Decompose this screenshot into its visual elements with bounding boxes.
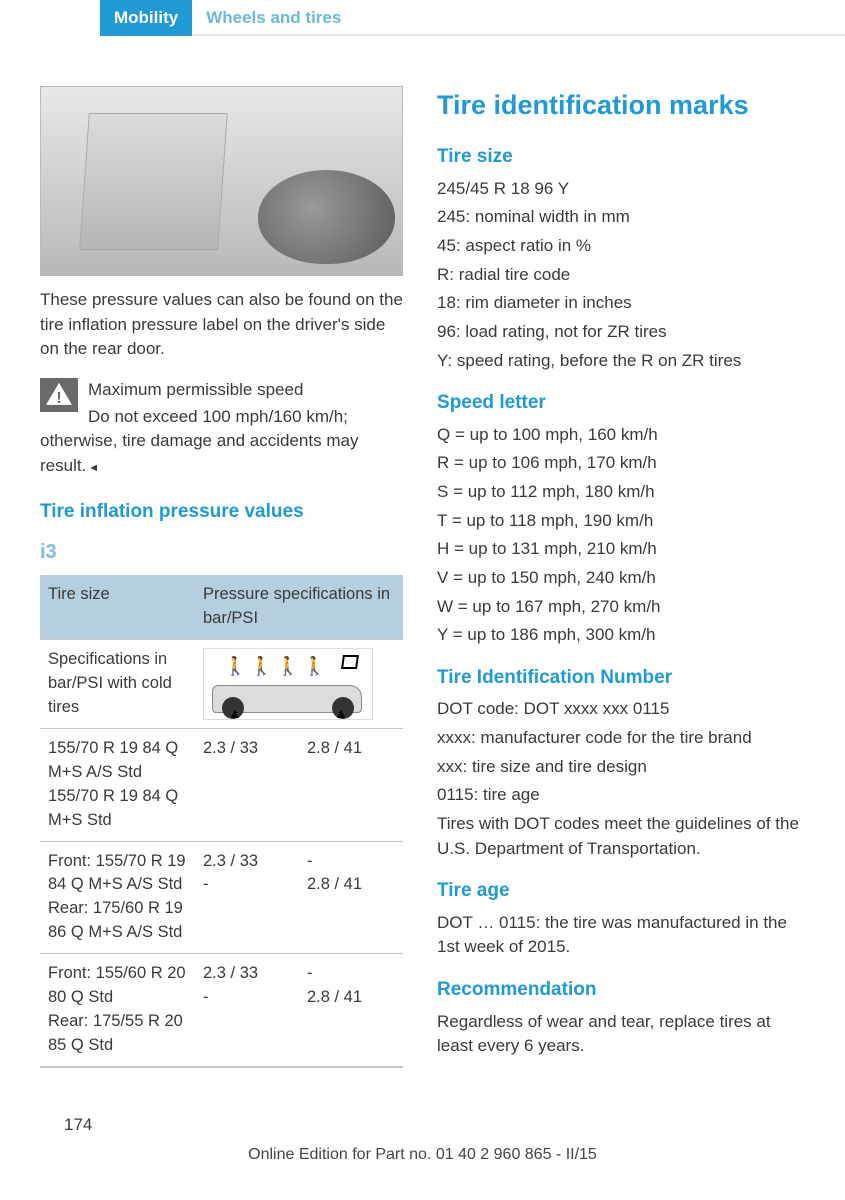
tire-size-cell: 155/70 R 19 84 Q M+S A/S Std 155/70 R 19… — [40, 728, 195, 841]
table-row: 155/70 R 19 84 Q M+S A/S Std 155/70 R 19… — [40, 728, 403, 841]
pressure-values-heading: Tire inflation pressure values — [40, 498, 403, 526]
left-column: These pressure values can also be found … — [40, 86, 403, 1068]
tire-size-heading: Tire size — [437, 143, 805, 171]
pressure-cell: 2.3 / 33 - — [195, 954, 299, 1067]
warning-title: Maximum permissible speed — [40, 378, 403, 403]
spec-label: Specifications in bar/PSI with cold tire… — [40, 639, 195, 728]
tire-size-cell: Front: 155/60 R 20 80 Q Std Rear: 175/55… — [40, 954, 195, 1067]
tire-age-heading: Tire age — [437, 877, 805, 905]
tin-heading: Tire Identification Number — [437, 664, 805, 692]
edition-footer: Online Edition for Part no. 01 40 2 960 … — [0, 1143, 845, 1166]
pressure-cell: 2.8 / 41 — [299, 728, 403, 841]
tire-id-heading: Tire identification marks — [437, 86, 805, 125]
page-header: Mobility Wheels and tires — [0, 0, 845, 36]
tin-block: DOT code: DOT xxxx xxx 0115 xxxx: manufa… — [437, 697, 805, 861]
pressure-table: Tire size Pressure specifications in bar… — [40, 575, 403, 1068]
table-row: Front: 155/60 R 20 80 Q Std Rear: 175/55… — [40, 954, 403, 1067]
model-label: i3 — [40, 538, 403, 567]
speed-letter-block: Q = up to 100 mph, 160 km/h R = up to 10… — [437, 423, 805, 648]
door-label-illustration — [40, 86, 403, 276]
col-header-pressure: Pressure specifications in bar/PSI — [195, 575, 403, 639]
header-secondary: Wheels and tires — [192, 0, 845, 36]
recommendation-heading: Recommendation — [437, 976, 805, 1004]
header-primary: Mobility — [100, 0, 192, 36]
tire-age-body: DOT … 0115: the tire was manufactured in… — [437, 911, 805, 960]
intro-paragraph: These pressure values can also be found … — [40, 288, 403, 362]
load-diagram-cell: 🚶🚶🚶🚶 ▲ ▲ — [195, 639, 403, 728]
right-column: Tire identification marks Tire size 245/… — [437, 86, 805, 1068]
tire-size-block: 245/45 R 18 96 Y 245: nominal width in m… — [437, 177, 805, 373]
warning-block: Maximum permissible speed Do not exceed … — [40, 378, 403, 479]
warning-icon — [40, 378, 78, 412]
speed-letter-heading: Speed letter — [437, 389, 805, 417]
pressure-cell: - 2.8 / 41 — [299, 954, 403, 1067]
pressure-cell: - 2.8 / 41 — [299, 841, 403, 954]
pressure-cell: 2.3 / 33 — [195, 728, 299, 841]
warning-body: Do not exceed 100 mph/160 km/h; otherwis… — [40, 405, 403, 479]
page-number: 174 — [64, 1113, 92, 1138]
pressure-cell: 2.3 / 33 - — [195, 841, 299, 954]
tire-size-cell: Front: 155/70 R 19 84 Q M+S A/S Std Rear… — [40, 841, 195, 954]
table-row: Front: 155/70 R 19 84 Q M+S A/S Std Rear… — [40, 841, 403, 954]
recommendation-body: Regardless of wear and tear, replace tir… — [437, 1010, 805, 1059]
col-header-size: Tire size — [40, 575, 195, 639]
load-diagram: 🚶🚶🚶🚶 ▲ ▲ — [203, 648, 373, 720]
